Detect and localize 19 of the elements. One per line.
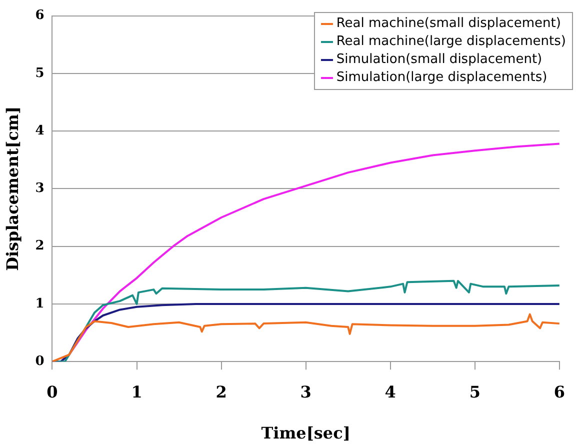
y-tick-label: 6 [35,8,44,24]
y-tick-label: 5 [35,66,44,81]
x-tick-label: 3 [300,382,312,402]
legend-label: Simulation(large displacements) [336,69,548,87]
x-axis-title: Time[sec] [261,424,350,443]
x-tick-label: 4 [384,382,396,402]
y-axis-title: Displacement[cm] [2,106,22,271]
legend-label: Real machine(small displacement) [336,15,561,33]
y-tick-label: 2 [35,238,44,254]
x-tick-label: 5 [469,382,480,402]
legend-label: Real machine(large displacements) [336,33,566,51]
y-tick-label: 1 [35,296,44,312]
y-tick-label: 0 [35,354,44,369]
y-tick-label: 4 [35,123,44,138]
x-tick-label: 2 [216,382,227,402]
y-tick-label: 3 [35,181,44,196]
legend-label: Simulation(small displacement) [336,51,542,69]
x-tick-label: 1 [131,382,142,402]
x-tick-label: 6 [554,382,566,402]
